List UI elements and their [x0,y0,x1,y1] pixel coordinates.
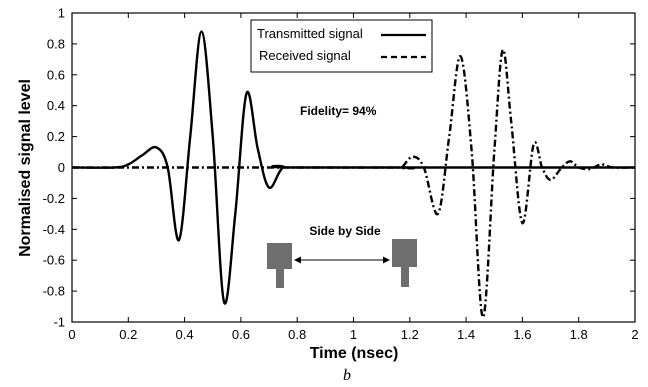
y-tick-label: 0.4 [47,98,65,113]
legend: Transmitted signal Received signal [250,19,433,73]
x-axis-label: Time (nsec) [310,345,399,362]
y-tick-label: -0.4 [43,222,65,237]
y-tick-label: 1 [58,6,65,21]
y-ticks: 1 0.8 0.6 0.4 0.2 0 -0.2 -0.4 -0.6 -0.8 -1 [43,6,635,330]
x-tick-label: 0 [68,327,75,342]
antenna-right-body [392,239,417,267]
figure-caption: b [343,367,351,384]
fidelity-annotation: Fidelity= 94% [300,104,377,118]
antenna-diagram: Side by Side [267,224,417,288]
y-tick-label: 0 [58,160,65,175]
y-tick-label: -1 [53,315,65,330]
y-tick-label: -0.2 [43,191,65,206]
x-tick-label: 1.2 [401,327,419,342]
x-tick-label: 0.4 [176,327,194,342]
antenna-left-stem [276,269,284,288]
plot-area-frame [71,12,636,323]
antenna-right-stem [401,267,409,287]
legend-label-transmitted: Transmitted signal [257,26,363,41]
y-tick-label: 0.8 [47,36,65,51]
x-tick-label: 1 [350,327,357,342]
x-ticks: 0 0.2 0.4 0.6 0.8 1 1.2 1.4 1.6 1.8 2 [68,13,639,342]
series-line-received [72,48,636,319]
x-tick-label: 1.8 [570,327,588,342]
x-tick-label: 1.6 [513,327,531,342]
separation-arrow-right-head [383,256,390,264]
series-line-transmitted [71,30,635,305]
legend-box [250,19,433,73]
antenna-left-body [267,243,292,269]
y-tick-label: -0.8 [43,284,65,299]
y-tick-label: -0.6 [43,253,65,268]
x-tick-label: 0.2 [119,327,137,342]
x-tick-label: 2 [631,327,638,342]
y-tick-label: 0.6 [47,67,65,82]
x-tick-label: 1.4 [457,327,475,342]
y-tick-label: 0.2 [47,129,65,144]
legend-label-received: Received signal [259,48,351,63]
separation-arrow-left-head [294,256,301,264]
x-tick-label: 0.6 [232,327,250,342]
series-lines [71,30,636,319]
y-axis-label: Normalised signal level [17,79,34,257]
side-by-side-label: Side by Side [309,224,381,238]
x-tick-label: 0.8 [288,327,306,342]
